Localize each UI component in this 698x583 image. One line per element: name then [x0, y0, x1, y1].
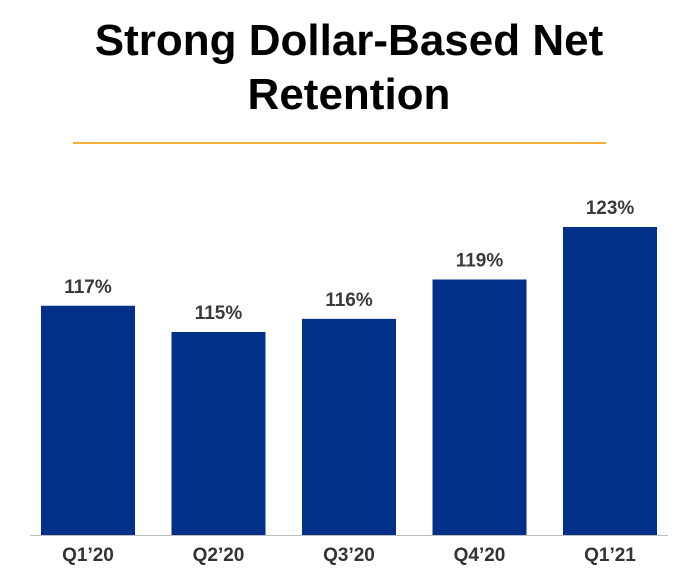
- title-divider: [73, 142, 606, 144]
- category-label-1: Q1’20: [62, 545, 114, 566]
- bar-3: [302, 318, 396, 535]
- category-label-5: Q1’21: [584, 545, 636, 566]
- category-label-2: Q2’20: [193, 545, 245, 566]
- data-label-1: 117%: [64, 277, 112, 298]
- category-label-3: Q3’20: [323, 545, 375, 566]
- bar-4: [432, 279, 527, 535]
- data-label-3: 116%: [325, 290, 373, 311]
- data-label-2: 115%: [195, 303, 243, 324]
- bar-2: [171, 332, 266, 535]
- data-label-4: 119%: [456, 251, 504, 272]
- data-label-5: 123%: [586, 198, 635, 219]
- category-label-4: Q4’20: [454, 545, 506, 566]
- chart-title: Strong Dollar-Based Net Retention: [94, 16, 604, 119]
- bar-5: [563, 227, 657, 535]
- bar-1: [41, 305, 135, 535]
